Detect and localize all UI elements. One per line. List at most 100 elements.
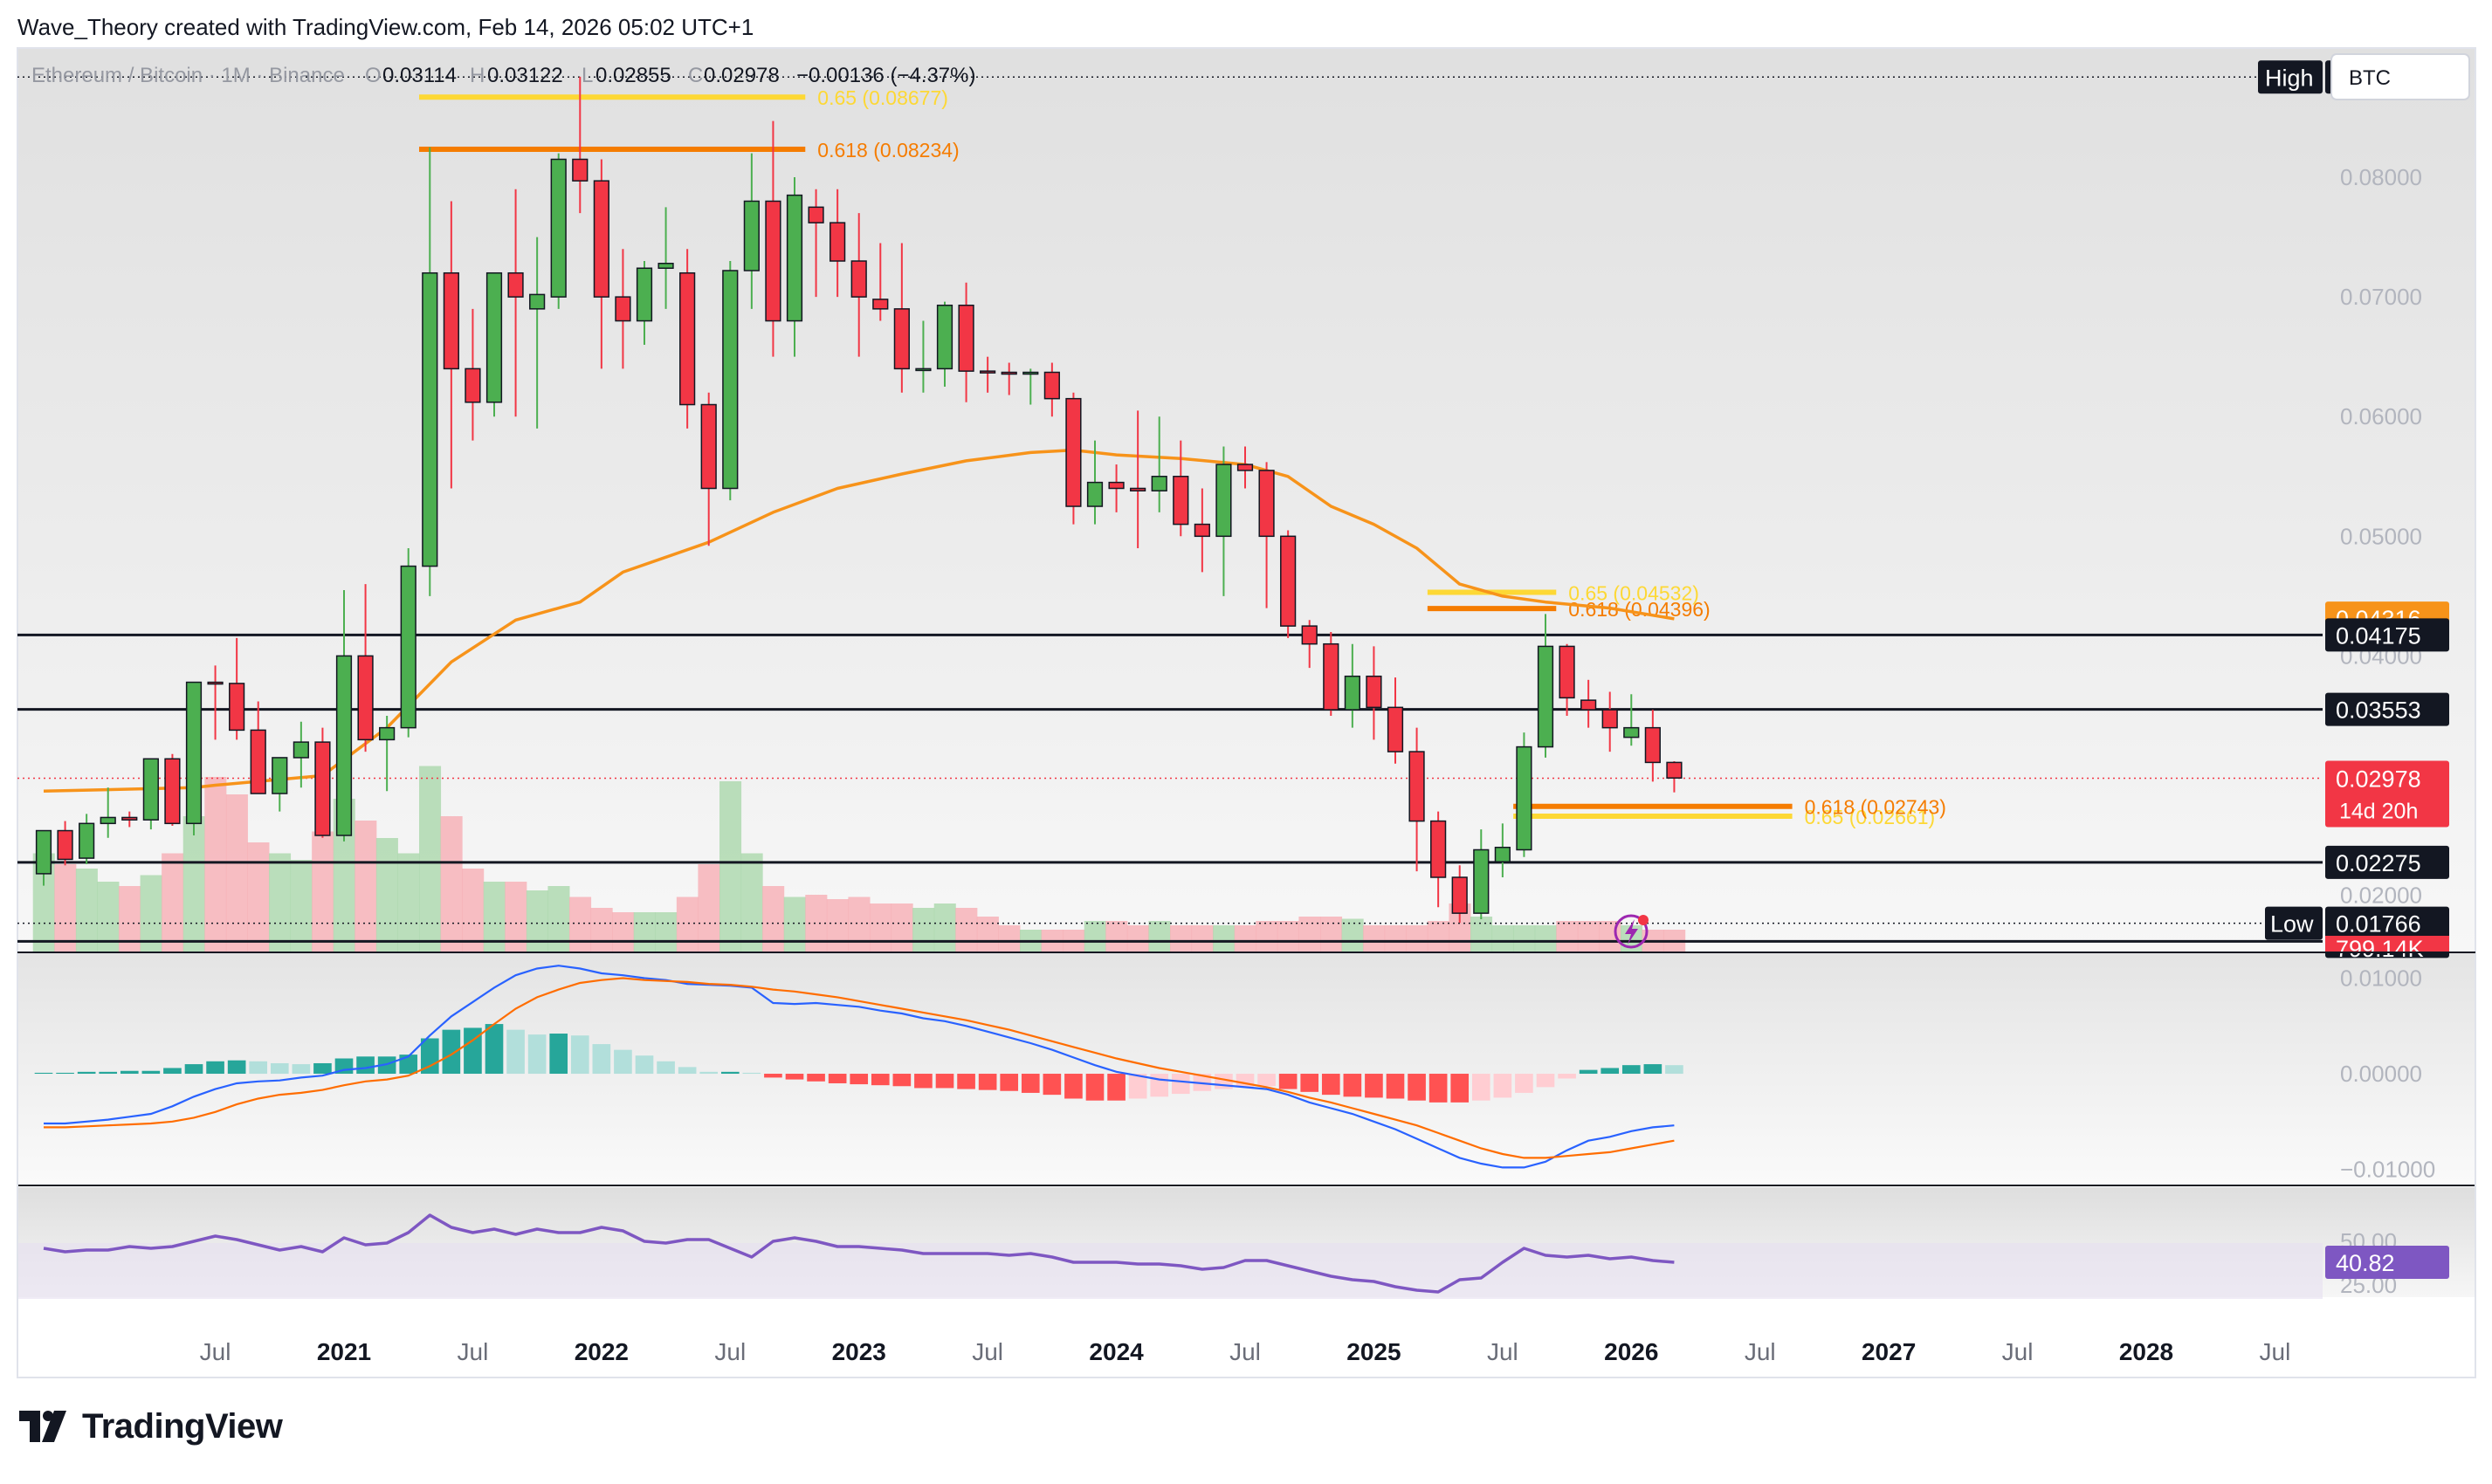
low-label-bg <box>2265 906 2323 940</box>
volume-bar <box>1470 917 1493 952</box>
volume-bar <box>290 860 313 952</box>
volume-bar <box>204 777 227 952</box>
time-tick-label: 2022 <box>575 1338 629 1365</box>
candle <box>1623 694 1640 746</box>
legend-open-label: O <box>365 64 382 87</box>
candle-body <box>593 180 609 298</box>
lightning-icon[interactable] <box>1614 914 1649 949</box>
candle-body <box>1194 523 1210 538</box>
volume-bar <box>891 903 913 952</box>
volume-bar <box>1427 921 1449 952</box>
volume-bar <box>505 882 527 952</box>
macd-histogram-bar <box>99 1071 118 1075</box>
candle <box>657 207 674 309</box>
candle <box>850 213 867 357</box>
macd-histogram-bar <box>1107 1074 1126 1101</box>
low-value-badge: 0.01766 <box>2325 906 2449 940</box>
candle <box>335 590 353 842</box>
candle <box>1387 677 1404 764</box>
candle-body <box>272 757 288 794</box>
candle <box>593 159 609 369</box>
candle <box>529 237 546 429</box>
candle-body <box>1301 625 1318 645</box>
macd-histogram-bar <box>1665 1065 1683 1075</box>
candle-body <box>915 368 932 372</box>
candle-body <box>1451 876 1468 914</box>
candle-body <box>1215 464 1232 538</box>
candle-series <box>35 76 1683 924</box>
volume-bar <box>462 869 485 952</box>
legend-symbol-name[interactable]: Ethereum / Bitcoin · 1M · Binance <box>31 64 345 87</box>
level-value-badge: 0.03553 <box>2325 692 2449 726</box>
price-tick-label: 0.02000 <box>2340 883 2422 909</box>
macd-histogram-bar <box>77 1071 96 1075</box>
macd-histogram-bar <box>206 1061 224 1075</box>
volume-bar <box>1148 921 1171 952</box>
candle-body <box>1043 371 1060 400</box>
volume-bar <box>97 882 120 952</box>
volume-bar <box>1105 921 1128 952</box>
candle <box>1494 823 1511 878</box>
time-tick-label: 2023 <box>832 1338 886 1365</box>
macd-histogram-bar <box>1257 1074 1276 1087</box>
volume-bar <box>54 864 77 952</box>
candle <box>422 147 438 596</box>
candle-body <box>1086 481 1104 507</box>
candle <box>700 392 717 546</box>
time-tick-label: Jul <box>458 1338 489 1365</box>
volume-bar <box>676 897 699 952</box>
tradingview-logo-text: TradingView <box>82 1406 283 1446</box>
macd-histogram-bar <box>356 1056 375 1075</box>
macd-histogram-bar <box>785 1074 804 1080</box>
candle-body <box>335 655 353 836</box>
candle-body <box>1601 709 1618 729</box>
ema-series <box>43 448 1675 794</box>
candle-body <box>936 304 953 370</box>
volume-bar <box>1491 925 1514 952</box>
created-by-text: Wave_Theory created with TradingView.com… <box>17 14 754 40</box>
candle-body <box>850 260 867 298</box>
price-axis: 0.080000.070000.060000.050000.040000.030… <box>2340 164 2435 1298</box>
volume-bar <box>1298 917 1321 952</box>
candle-body <box>1258 470 1275 538</box>
candle <box>1215 446 1232 596</box>
macd-histogram-bar <box>506 1029 525 1075</box>
candle <box>1236 446 1254 489</box>
price-tick-label: 0.05000 <box>2340 523 2422 549</box>
candle <box>1580 679 1597 728</box>
volume-bar <box>1126 925 1149 952</box>
candle <box>357 584 374 752</box>
chart-outer-border <box>17 47 2476 1378</box>
candle-body <box>1323 642 1339 711</box>
candle-body <box>1580 699 1597 711</box>
volume-bar <box>1363 925 1386 952</box>
candle <box>1130 410 1146 549</box>
time-tick-label: Jul <box>1745 1338 1776 1365</box>
volume-bar <box>419 766 442 952</box>
price-tick-label: 0.06000 <box>2340 403 2422 429</box>
candle-body <box>550 158 567 298</box>
rsi-value-badge-text: 40.82 <box>2336 1250 2395 1276</box>
candle <box>808 189 824 298</box>
volume-bar <box>375 838 398 952</box>
macd-histogram-bar <box>141 1070 161 1075</box>
macd-histogram-bar <box>1428 1074 1448 1103</box>
candle <box>743 153 760 309</box>
candle <box>1323 631 1339 716</box>
macd-series <box>34 965 1683 1169</box>
fib-065-label: 0.65 (0.08677) <box>817 86 948 109</box>
candle-body <box>314 741 331 836</box>
candle-body <box>1130 487 1146 491</box>
candle-body <box>615 296 631 322</box>
currency-button[interactable]: BTC <box>2330 53 2470 100</box>
macd-histogram-bar <box>657 1061 675 1075</box>
candle-body <box>1151 476 1167 491</box>
macd-histogram-bar <box>850 1074 869 1085</box>
macd-histogram-bar <box>592 1044 611 1075</box>
macd-histogram-bar <box>1493 1074 1512 1098</box>
tradingview-logo[interactable]: TradingView <box>19 1406 283 1446</box>
candle <box>636 261 653 345</box>
macd-histogram-bar <box>1579 1069 1598 1075</box>
candle-body <box>57 829 73 861</box>
